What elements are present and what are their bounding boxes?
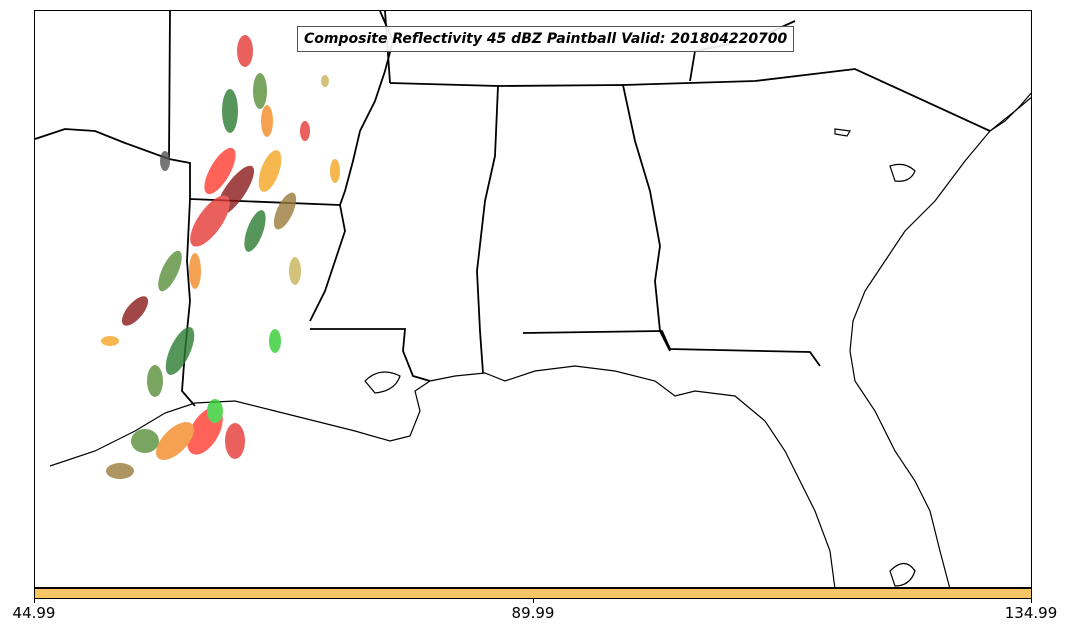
reflectivity-cell: [237, 35, 253, 67]
colorbar-tick-mid: [533, 599, 534, 603]
paintball-reflectivity: [101, 35, 340, 479]
reflectivity-cell: [222, 89, 238, 133]
state-borders: [35, 11, 991, 407]
colorbar-tick-max: [1031, 599, 1032, 603]
reflectivity-cell: [253, 73, 267, 109]
reflectivity-cell: [156, 422, 194, 460]
border-tx-ok-ar: [168, 11, 196, 407]
colorbar-label-min: 44.99: [12, 604, 56, 622]
reflectivity-cell: [258, 150, 282, 192]
coastline-florida-east: [849, 96, 1031, 587]
reflectivity-cell: [131, 429, 159, 453]
reflectivity-cell: [189, 253, 201, 289]
border-al-fl: [522, 330, 821, 367]
inland-lake-sc: [834, 128, 851, 137]
reflectivity-cell: [165, 327, 195, 375]
reflectivity-cell: [160, 151, 170, 171]
coastline-atlantic: [989, 92, 1031, 132]
reflectivity-cell: [273, 192, 297, 230]
border-ms-al: [389, 82, 499, 374]
border-ms-river: [309, 11, 394, 322]
reflectivity-cell: [244, 210, 266, 252]
map-canvas: [35, 11, 1031, 587]
reflectivity-cell: [300, 121, 310, 141]
reflectivity-cell: [158, 250, 182, 292]
colorbar-tick-min: [34, 599, 35, 603]
colorbar-label-mid: 89.99: [511, 604, 555, 622]
border-ok: [35, 128, 170, 160]
coastline-gulf: [49, 365, 836, 587]
reflectivity-cell: [330, 159, 340, 183]
colorbar-label-max: 134.99: [1004, 604, 1058, 622]
reflectivity-cell: [190, 195, 230, 247]
reflectivity-cell: [207, 399, 223, 423]
reflectivity-cell: [289, 257, 301, 285]
map-title: Composite Reflectivity 45 dBZ Paintball …: [297, 26, 795, 52]
reflectivity-cell: [121, 296, 149, 326]
inland-lake-ga: [889, 163, 916, 182]
border-al-ga: [497, 84, 671, 352]
lake-okeechobee: [889, 562, 916, 587]
reflectivity-cell: [225, 423, 245, 459]
reflectivity-cell: [261, 105, 273, 137]
reflectivity-cell: [269, 329, 281, 353]
colorbar: [34, 588, 1032, 599]
reflectivity-cell: [101, 336, 119, 346]
border-ga-sc: [622, 68, 991, 132]
coastline: [49, 92, 1031, 587]
reflectivity-cell: [106, 463, 134, 479]
border-la-ms-south: [310, 328, 431, 382]
map-panel: Composite Reflectivity 45 dBZ Paintball …: [34, 10, 1032, 588]
reflectivity-cell: [204, 147, 236, 195]
reflectivity-cell: [147, 365, 163, 397]
reflectivity-cell: [321, 75, 329, 87]
lake-pontchartrain: [364, 371, 401, 394]
